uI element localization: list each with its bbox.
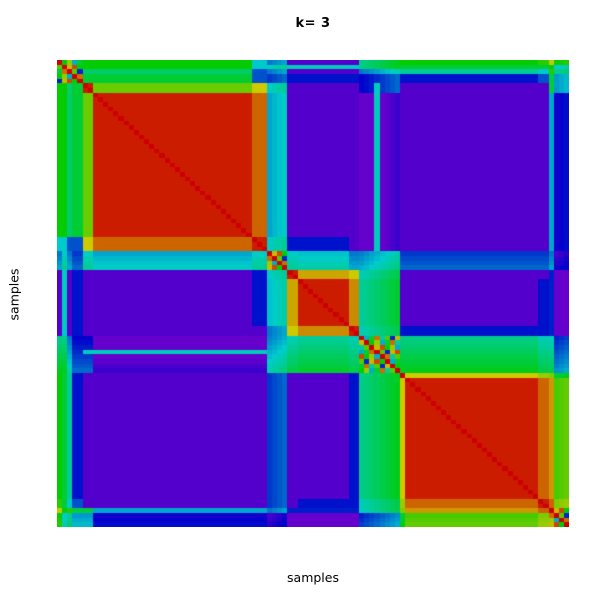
chart-title: k= 3 [295,16,331,31]
x-axis-label: samples [287,570,339,585]
y-axis-label: samples [6,268,22,321]
consensus-heatmap [57,60,569,527]
